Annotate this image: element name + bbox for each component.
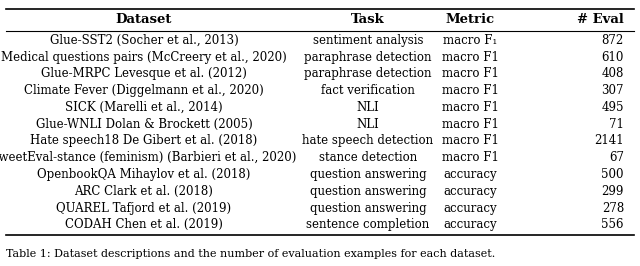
Text: SICK (Marelli et al., 2014): SICK (Marelli et al., 2014): [65, 101, 223, 114]
Text: 500: 500: [602, 168, 624, 181]
Text: Metric: Metric: [446, 14, 495, 26]
Text: Climate Fever (Diggelmann et al., 2020): Climate Fever (Diggelmann et al., 2020): [24, 84, 264, 97]
Text: macro F1: macro F1: [442, 51, 499, 64]
Text: 610: 610: [602, 51, 624, 64]
Text: Dataset: Dataset: [116, 14, 172, 26]
Text: 67: 67: [609, 151, 624, 164]
Text: 2141: 2141: [595, 135, 624, 147]
Text: paraphrase detection: paraphrase detection: [304, 68, 432, 80]
Text: macro F1: macro F1: [442, 84, 499, 97]
Text: fact verification: fact verification: [321, 84, 415, 97]
Text: macro F1: macro F1: [442, 135, 499, 147]
Text: Table 1: Dataset descriptions and the number of evaluation examples for each dat: Table 1: Dataset descriptions and the nu…: [6, 249, 495, 259]
Text: sentence completion: sentence completion: [307, 218, 429, 231]
Text: accuracy: accuracy: [444, 168, 497, 181]
Text: question answering: question answering: [310, 202, 426, 214]
Text: macro F₁: macro F₁: [444, 34, 497, 47]
Text: 872: 872: [602, 34, 624, 47]
Text: Medical questions pairs (McCreery et al., 2020): Medical questions pairs (McCreery et al.…: [1, 51, 287, 64]
Text: accuracy: accuracy: [444, 218, 497, 231]
Text: macro F1: macro F1: [442, 118, 499, 131]
Text: stance detection: stance detection: [319, 151, 417, 164]
Text: sentiment analysis: sentiment analysis: [313, 34, 423, 47]
Text: Task: Task: [351, 14, 385, 26]
Text: question answering: question answering: [310, 168, 426, 181]
Text: macro F1: macro F1: [442, 151, 499, 164]
Text: # Eval: # Eval: [577, 14, 624, 26]
Text: question answering: question answering: [310, 185, 426, 198]
Text: Glue-WNLI Dolan & Brockett (2005): Glue-WNLI Dolan & Brockett (2005): [36, 118, 252, 131]
Text: macro F1: macro F1: [442, 68, 499, 80]
Text: ARC Clark et al. (2018): ARC Clark et al. (2018): [75, 185, 213, 198]
Text: accuracy: accuracy: [444, 202, 497, 214]
Text: accuracy: accuracy: [444, 185, 497, 198]
Text: paraphrase detection: paraphrase detection: [304, 51, 432, 64]
Text: CODAH Chen et al. (2019): CODAH Chen et al. (2019): [65, 218, 223, 231]
Text: Glue-MRPC Levesque et al. (2012): Glue-MRPC Levesque et al. (2012): [41, 68, 247, 80]
Text: 278: 278: [602, 202, 624, 214]
Text: 495: 495: [602, 101, 624, 114]
Text: 408: 408: [602, 68, 624, 80]
Text: hate speech detection: hate speech detection: [303, 135, 433, 147]
Text: 71: 71: [609, 118, 624, 131]
Text: 307: 307: [602, 84, 624, 97]
Text: NLI: NLI: [356, 101, 380, 114]
Text: NLI: NLI: [356, 118, 380, 131]
Text: 556: 556: [602, 218, 624, 231]
Text: OpenbookQA Mihaylov et al. (2018): OpenbookQA Mihaylov et al. (2018): [37, 168, 251, 181]
Text: Glue-SST2 (Socher et al., 2013): Glue-SST2 (Socher et al., 2013): [50, 34, 238, 47]
Text: QUAREL Tafjord et al. (2019): QUAREL Tafjord et al. (2019): [56, 202, 232, 214]
Text: macro F1: macro F1: [442, 101, 499, 114]
Text: TweetEval-stance (feminism) (Barbieri et al., 2020): TweetEval-stance (feminism) (Barbieri et…: [0, 151, 297, 164]
Text: 299: 299: [602, 185, 624, 198]
Text: Hate speech18 De Gibert et al. (2018): Hate speech18 De Gibert et al. (2018): [30, 135, 258, 147]
